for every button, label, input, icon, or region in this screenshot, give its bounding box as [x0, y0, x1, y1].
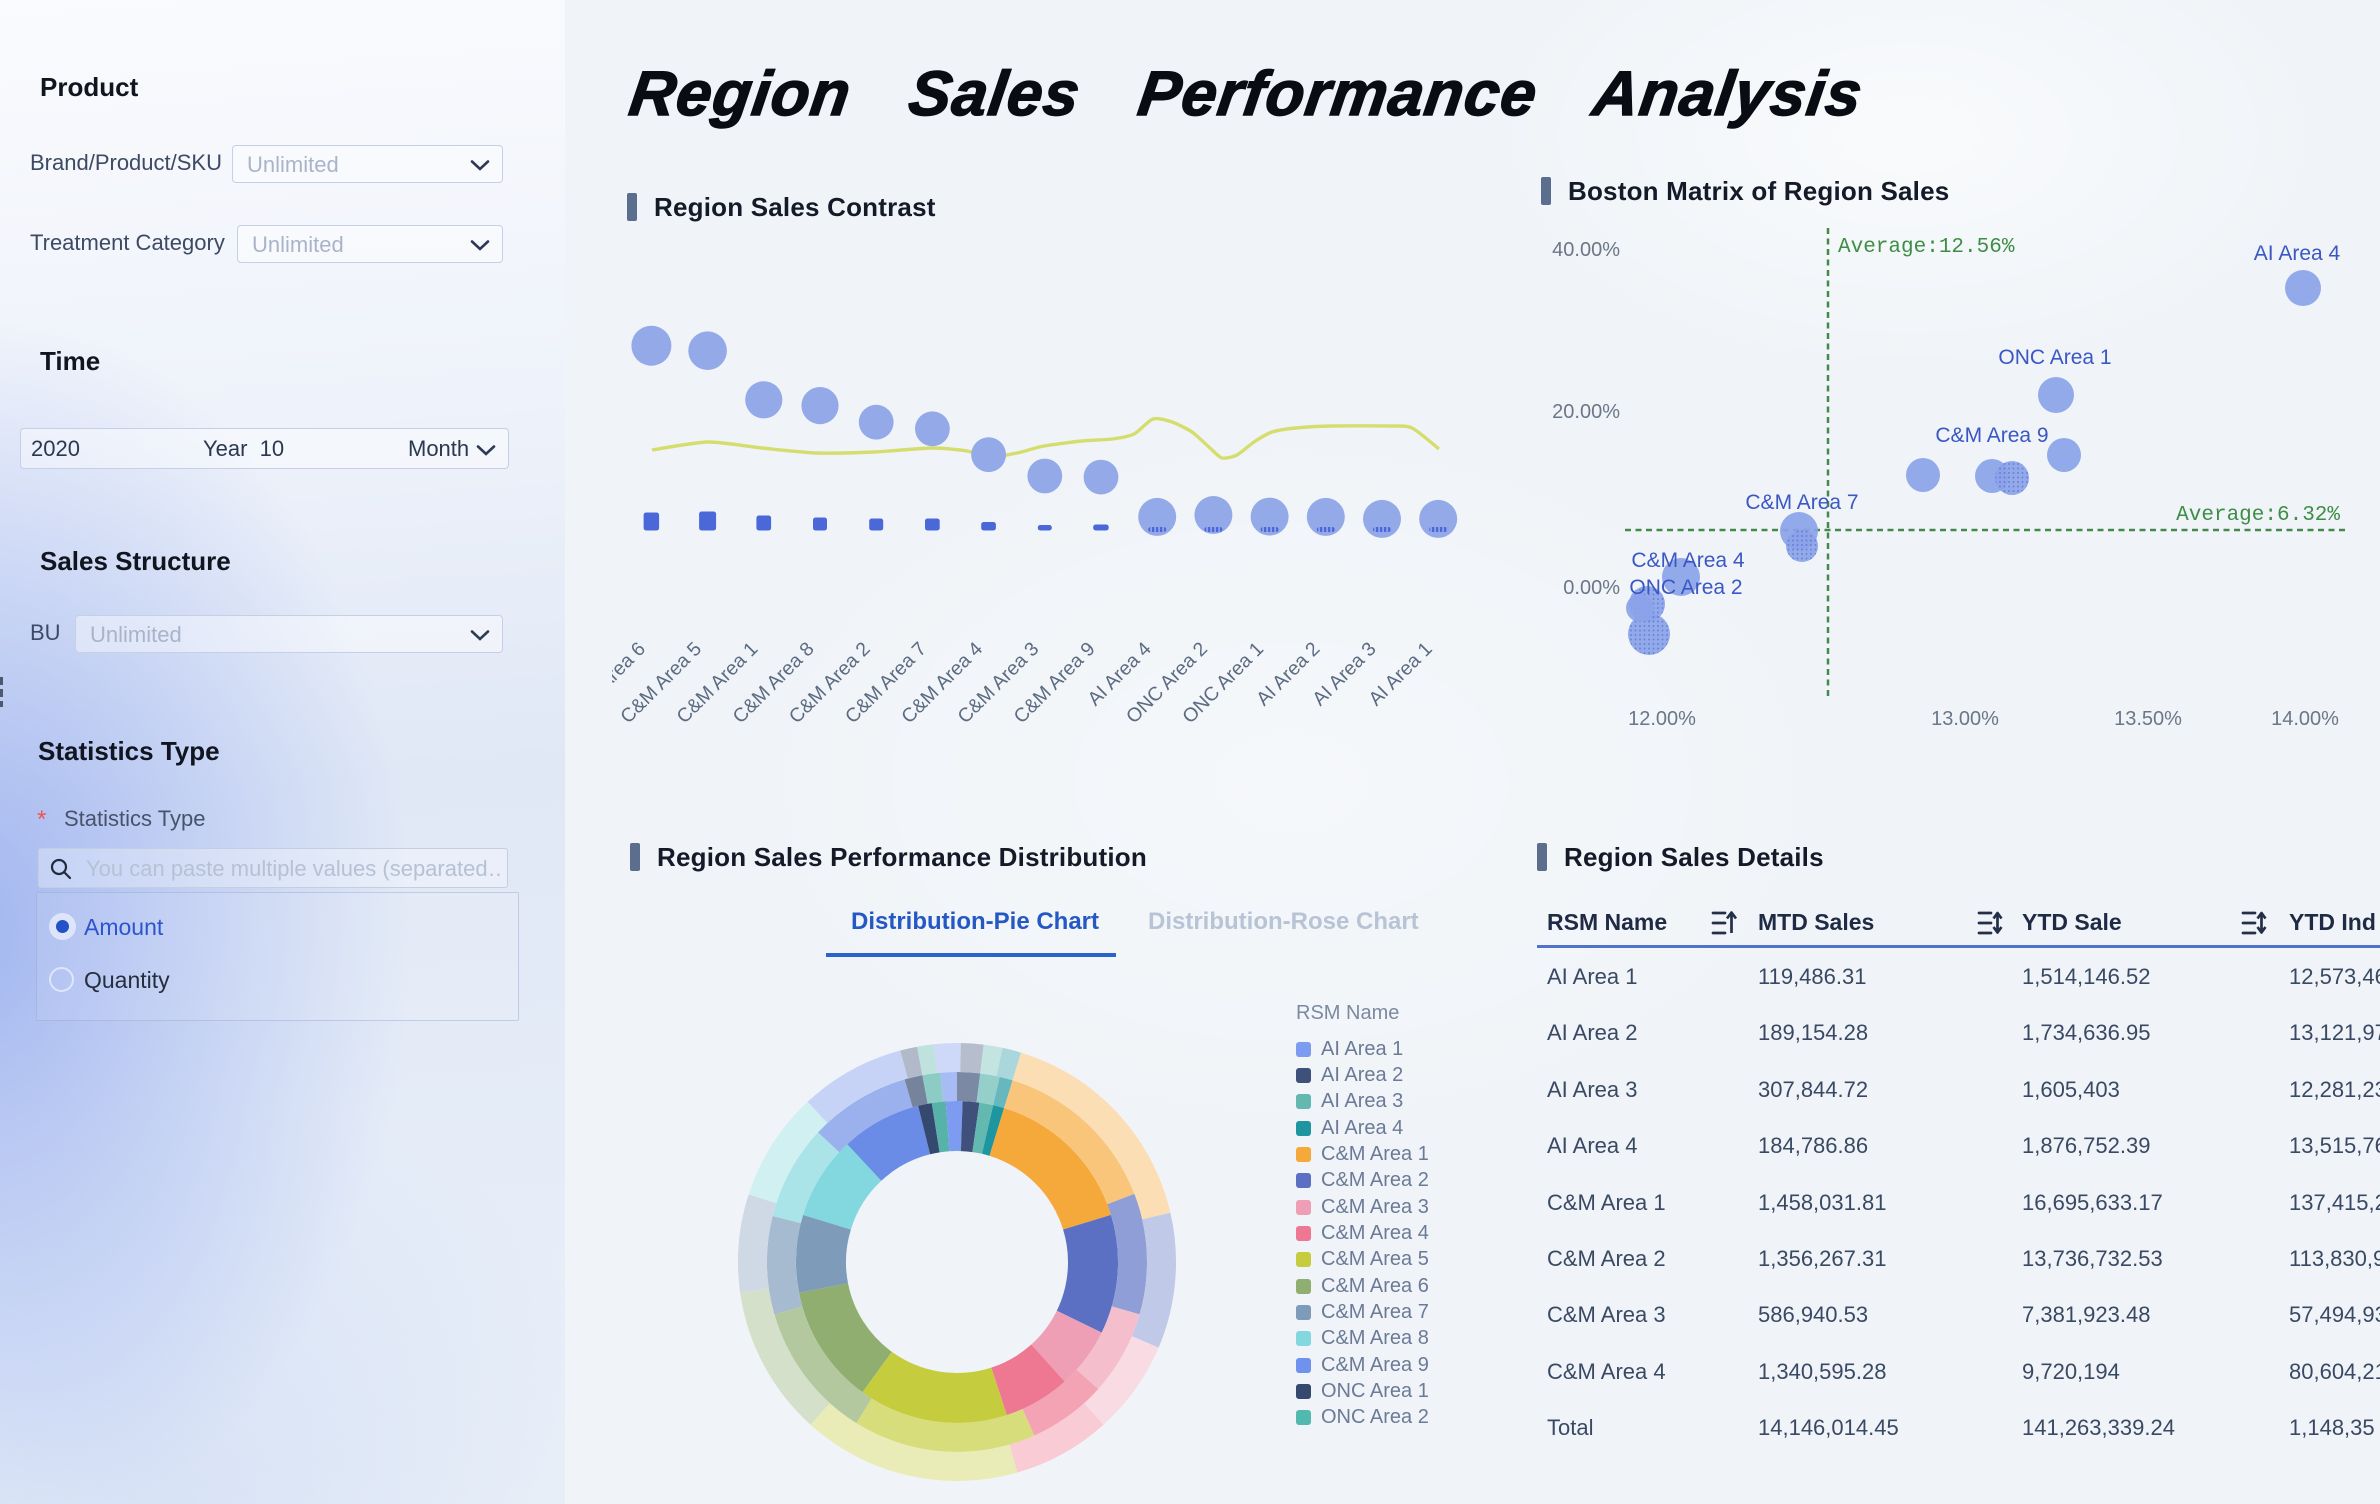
svg-text:12.00%: 12.00% — [1628, 708, 1696, 730]
svg-text:C&M Area 9: C&M Area 9 — [1935, 424, 2048, 447]
svg-text:0.00%: 0.00% — [1563, 577, 1620, 599]
svg-text:20.00%: 20.00% — [1552, 401, 1620, 423]
svg-text:14.00%: 14.00% — [2271, 708, 2339, 730]
svg-text:C&M Area 4: C&M Area 4 — [1631, 549, 1745, 572]
svg-text:13.50%: 13.50% — [2114, 708, 2182, 730]
svg-text:C&M Area 7: C&M Area 7 — [1745, 491, 1858, 514]
svg-text:13.00%: 13.00% — [1931, 708, 1999, 730]
svg-text:Average:6.32%: Average:6.32% — [2176, 504, 2340, 527]
svg-text:40.00%: 40.00% — [1552, 239, 1620, 261]
svg-text:Average:12.56%: Average:12.56% — [1838, 236, 2015, 259]
svg-text:AI Area 4: AI Area 4 — [2254, 242, 2341, 265]
svg-text:ONC Area 1: ONC Area 1 — [1998, 346, 2111, 369]
svg-text:ONC Area 2: ONC Area 2 — [1629, 576, 1742, 599]
